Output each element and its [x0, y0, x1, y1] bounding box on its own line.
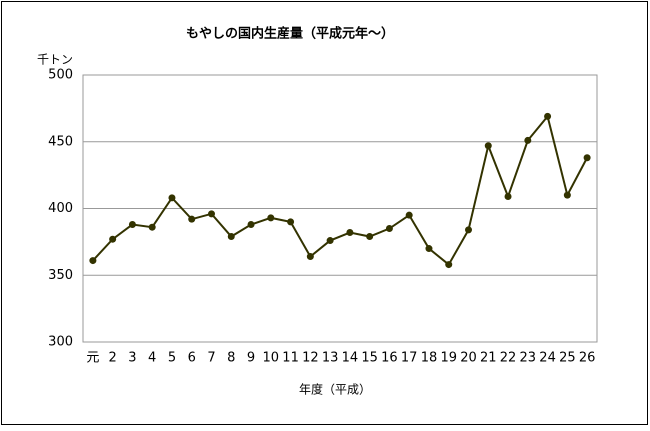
data-point — [267, 214, 275, 222]
x-tick-label: 11 — [282, 351, 299, 366]
data-point — [366, 233, 374, 241]
x-tick-label: 26 — [579, 351, 596, 366]
data-point — [425, 245, 433, 253]
x-tick-label: 15 — [361, 351, 378, 366]
data-point — [524, 136, 532, 144]
data-point — [465, 226, 472, 234]
y-tick-label: 300 — [48, 335, 73, 350]
data-point — [89, 257, 97, 265]
x-tick-label: 22 — [500, 351, 517, 366]
x-tick-label: 10 — [263, 351, 280, 366]
data-point — [208, 210, 215, 218]
x-tick-label: 20 — [460, 351, 477, 366]
x-tick-label: 2 — [109, 351, 117, 366]
data-point — [405, 211, 413, 219]
x-tick-label: 元 — [86, 351, 99, 366]
data-point — [306, 253, 314, 261]
x-tick-label: 14 — [342, 351, 359, 366]
y-tick-label: 350 — [48, 268, 73, 283]
x-tick-label: 12 — [302, 351, 319, 366]
data-point — [504, 192, 512, 200]
x-tick-label: 25 — [559, 351, 576, 366]
x-tick-label: 21 — [480, 351, 497, 366]
data-point — [583, 154, 591, 162]
x-tick-label: 17 — [401, 351, 418, 366]
x-tick-label: 9 — [247, 351, 255, 366]
data-point — [484, 142, 492, 150]
data-point — [109, 235, 117, 243]
y-tick-label: 450 — [48, 134, 73, 149]
data-point — [287, 218, 295, 226]
x-tick-label: 19 — [440, 351, 457, 366]
y-tick-label: 500 — [48, 68, 73, 83]
data-point — [326, 237, 334, 245]
data-point — [385, 225, 393, 233]
x-tick-label: 6 — [188, 351, 196, 366]
x-tick-label: 23 — [520, 351, 537, 366]
x-tick-label: 7 — [207, 351, 215, 366]
data-point — [445, 261, 453, 269]
data-point — [188, 215, 196, 223]
x-tick-label: 18 — [421, 351, 438, 366]
x-tick-label: 16 — [381, 351, 398, 366]
chart-title: もやしの国内生産量（平成元年～） — [186, 26, 394, 42]
x-tick-label: 8 — [227, 351, 235, 366]
y-unit: 千トン — [37, 53, 73, 67]
data-point — [148, 223, 156, 231]
data-point — [563, 191, 571, 199]
x-tick-label: 5 — [168, 351, 176, 366]
data-point — [227, 233, 235, 241]
data-point — [128, 221, 136, 229]
data-line — [92, 114, 588, 267]
chart-border — [1, 1, 648, 425]
plot-border — [82, 74, 598, 343]
x-tick-label: 4 — [148, 351, 156, 366]
data-point — [346, 229, 354, 237]
x-tick-label: 13 — [322, 351, 339, 366]
x-tick-label: 24 — [539, 351, 556, 366]
data-point — [544, 112, 552, 120]
data-point — [168, 194, 176, 202]
data-point — [247, 221, 255, 229]
x-tick-label: 3 — [128, 351, 136, 366]
y-tick-label: 400 — [48, 201, 73, 216]
x-axis-label: 年度（平成） — [299, 382, 371, 397]
